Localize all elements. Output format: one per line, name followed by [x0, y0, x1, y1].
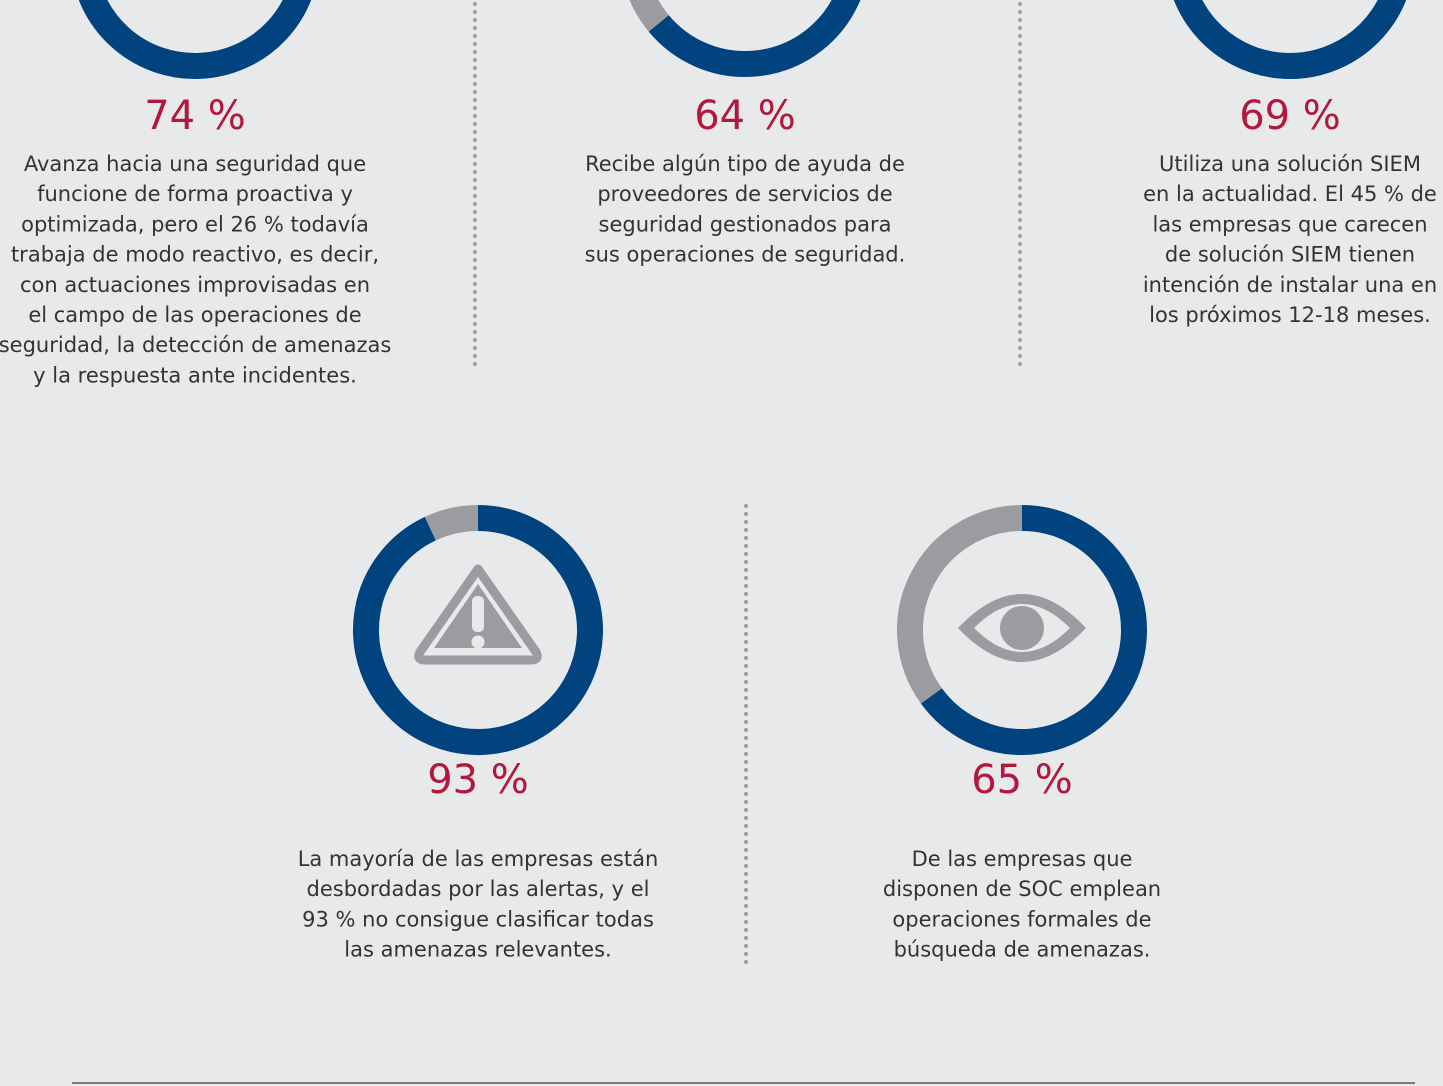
percent-label: 64 %	[694, 93, 796, 139]
description-line: el campo de las operaciones de	[28, 303, 361, 327]
description-line: Avanza hacia una seguridad que	[24, 152, 366, 176]
description-line: sus operaciones de seguridad.	[585, 243, 906, 267]
description-line: de solución SIEM tienen	[1165, 243, 1415, 267]
description-line: intención de instalar una en	[1143, 273, 1437, 297]
description-line: Recibe algún tipo de ayuda de	[585, 152, 905, 176]
description-line: seguridad, la detección de amenazas	[0, 333, 391, 357]
description-line: las amenazas relevantes.	[344, 938, 611, 962]
description-line: trabaja de modo reactivo, es decir,	[11, 243, 379, 267]
donut-segment	[920, 505, 1147, 755]
description-line: las empresas que carecen	[1152, 212, 1427, 236]
donut-segment	[424, 505, 479, 541]
description-line: con actuaciones improvisadas en	[20, 273, 370, 297]
description-line: Utiliza una solución SIEM	[1159, 152, 1421, 176]
description-line: desbordadas por las alertas, y el	[307, 877, 650, 901]
donut-segment	[897, 505, 1023, 704]
donut-segment	[629, 0, 669, 32]
eye-icon	[958, 594, 1086, 662]
description-line: proveedores de servicios de	[597, 182, 892, 206]
description-line: en la actualidad. El 45 % de	[1143, 182, 1437, 206]
percent-label: 93 %	[427, 757, 529, 803]
donut-segment	[353, 505, 603, 755]
donut-segment	[78, 0, 312, 79]
description-line: búsqueda de amenazas.	[894, 938, 1151, 962]
description-line: los próximos 12-18 meses.	[1149, 303, 1431, 327]
description-line: La mayoría de las empresas están	[298, 847, 659, 871]
description-line: De las empresas que	[912, 847, 1133, 871]
description-line: operaciones formales de	[892, 907, 1151, 931]
description-line: 93 % no consigue clasificar todas	[302, 907, 654, 931]
description-line: y la respuesta ante incidentes.	[33, 363, 357, 387]
donut-segment	[648, 0, 861, 77]
description-line: disponen de SOC emplean	[883, 877, 1161, 901]
percent-label: 74 %	[144, 93, 246, 139]
description-line: funcione de forma proactiva y	[37, 182, 353, 206]
percent-label: 65 %	[971, 757, 1073, 803]
donut-segment	[1173, 0, 1407, 79]
percent-label: 69 %	[1239, 93, 1341, 139]
description-line: optimizada, pero el 26 % todavía	[21, 212, 369, 236]
description-line: seguridad gestionados para	[599, 212, 892, 236]
warning-icon	[414, 564, 542, 665]
